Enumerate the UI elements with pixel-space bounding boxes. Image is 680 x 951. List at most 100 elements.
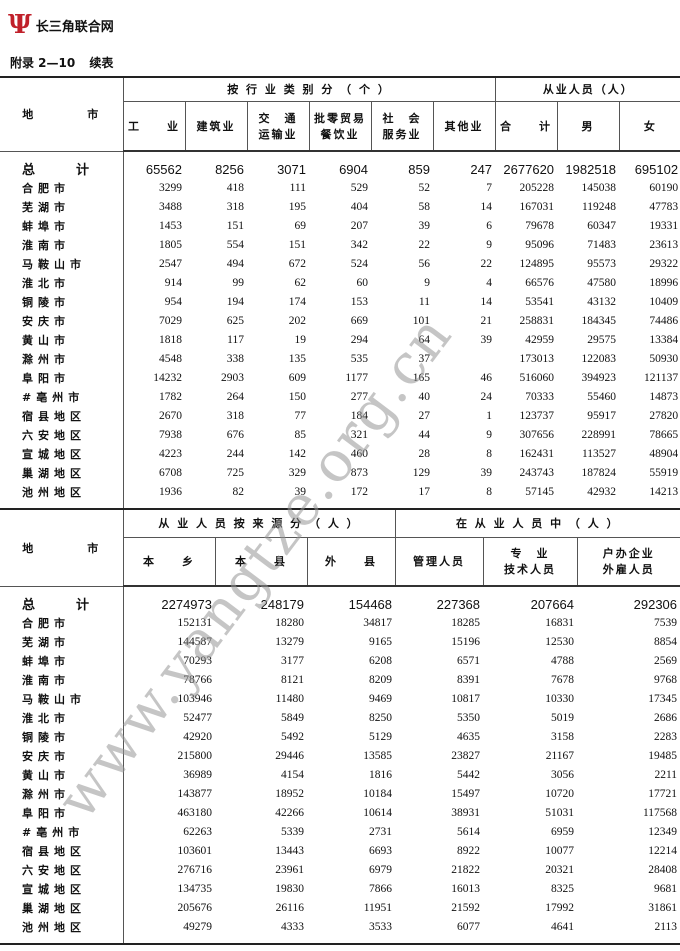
table-cell: 8209	[369, 674, 393, 686]
column-header: 建筑业	[184, 100, 248, 152]
table-cell: 5019	[551, 712, 575, 724]
table-cell: 165	[412, 372, 430, 384]
table-caption: 附录 2—10 续表	[10, 54, 123, 71]
table-cell: 34817	[363, 617, 393, 629]
table-cell: 111	[289, 182, 306, 194]
employees-group-header: 从业人员（人）	[494, 76, 680, 102]
table-cell: 859	[408, 162, 430, 177]
table-cell: 205228	[519, 182, 555, 194]
table-cell: 173013	[519, 353, 555, 365]
table-cell: 18285	[451, 617, 481, 629]
table-cell: 18996	[649, 277, 679, 289]
table-cell: 8256	[215, 162, 244, 177]
region-name: 马鞍山市	[0, 255, 124, 274]
table-cell: 8391	[457, 674, 481, 686]
table-cell: 79678	[525, 220, 555, 232]
table-cell: 2283	[654, 731, 678, 743]
table-cell: 152131	[177, 617, 213, 629]
table-cell: 8922	[457, 845, 481, 857]
table-row: 宿县地区 103601 13443 6693 8922 10077 12214	[0, 842, 680, 861]
region-name: 阜阳市	[0, 369, 124, 388]
region-name: 阜阳市	[0, 804, 124, 823]
table-cell: 318	[226, 410, 244, 422]
table-cell: 12349	[648, 826, 678, 838]
table-cell: 11951	[363, 902, 393, 914]
table-cell: 676	[226, 429, 244, 441]
table-cell: 7	[486, 182, 493, 194]
region-name: 巢湖地区	[0, 464, 124, 483]
table-row: 铜陵市 42920 5492 5129 4635 3158 2283	[0, 728, 680, 747]
table-cell: 26116	[275, 902, 304, 914]
table-cell: 60347	[587, 220, 617, 232]
table-cell: 227368	[436, 597, 481, 612]
table-row: 池州地区 1936 82 39 172 17 8 57145 42932 14213	[0, 483, 680, 502]
table-row: 黄山市 36989 4154 1816 5442 3056 2211	[0, 766, 680, 785]
table-cell: 21822	[451, 864, 481, 876]
table-spacer	[0, 502, 680, 509]
table-cell: 5614	[457, 826, 481, 838]
table-cell: 51031	[545, 807, 575, 819]
region-name: 淮北市	[0, 274, 124, 293]
table-cell: 74486	[649, 315, 679, 327]
table-cell: 8121	[281, 674, 304, 686]
table-cell: 1818	[159, 334, 182, 346]
table-cell: 60	[356, 277, 369, 289]
table-cell: 524	[350, 258, 368, 270]
table-cell: 121137	[644, 372, 679, 384]
column-header: 批零贸易 餐饮业	[308, 100, 372, 152]
table-cell: 44	[418, 429, 431, 441]
table-cell: 78766	[183, 674, 212, 686]
region-name: 蚌埠市	[0, 217, 124, 236]
table-cell: 9	[424, 277, 430, 289]
table-cell: 43132	[587, 296, 617, 308]
table-cell: 52477	[183, 712, 212, 724]
spacer-cell	[395, 937, 483, 944]
table-cell: 13443	[275, 845, 304, 857]
region-name: 宣城地区	[0, 880, 124, 899]
table-cell: 85	[294, 429, 307, 441]
table-cell: 29446	[275, 750, 304, 762]
table-cell: 294	[350, 334, 368, 346]
table-cell: 292306	[633, 597, 678, 612]
table-cell: 10817	[451, 693, 481, 705]
table-cell: 6208	[369, 655, 393, 667]
table-cell: 17	[418, 486, 431, 498]
region-name: 芜湖市	[0, 633, 124, 652]
table-cell: 39	[480, 334, 493, 346]
table-cell: 3056	[551, 769, 575, 781]
table-cell: 14	[480, 201, 493, 213]
table-cell: 669	[350, 315, 368, 327]
table-cell: 58	[418, 201, 431, 213]
table-cell: 529	[350, 182, 368, 194]
source-group-header: 从 业 人 员 按 来 源 分 （ 人 ）	[122, 508, 396, 538]
region-name: 淮南市	[0, 671, 124, 690]
table-cell: 8	[486, 448, 493, 460]
table-cell: 16831	[545, 617, 575, 629]
table-cell: 9768	[654, 674, 678, 686]
table-cell: 8250	[369, 712, 393, 724]
table-cell: 12530	[545, 636, 575, 648]
table-cell: 70333	[525, 391, 555, 403]
table-cell: 2670	[159, 410, 182, 422]
table-cell: 40	[418, 391, 431, 403]
table-cell: 5129	[369, 731, 393, 743]
region-name: 黄山市	[0, 331, 124, 350]
table-cell: 2547	[159, 258, 182, 270]
table-cell: 7029	[159, 315, 182, 327]
table-row: 马鞍山市 2547 494 672 524 56 22 124895 95573 29322	[0, 255, 680, 274]
region-name: 池州地区	[0, 483, 124, 502]
table-cell: 49279	[183, 921, 212, 933]
table-cell: 99	[232, 277, 245, 289]
table-row: 铜陵市 954 194 174 153 11 14 53541 43132 10409	[0, 293, 680, 312]
table-cell: 4548	[159, 353, 182, 365]
table-cell: 19830	[275, 883, 304, 895]
table-cell: 21	[480, 315, 493, 327]
table-row: 合肥市 152131 18280 34817 18285 16831 7539	[0, 614, 680, 633]
table-row: #亳州市 62263 5339 2731 5614 6959 12349	[0, 823, 680, 842]
table-cell: 113527	[581, 448, 617, 460]
table-cell: 150	[288, 391, 306, 403]
table-cell: 101	[412, 315, 430, 327]
table-cell: 9165	[369, 636, 393, 648]
table-cell: 57145	[525, 486, 555, 498]
table-cell: 4223	[159, 448, 182, 460]
